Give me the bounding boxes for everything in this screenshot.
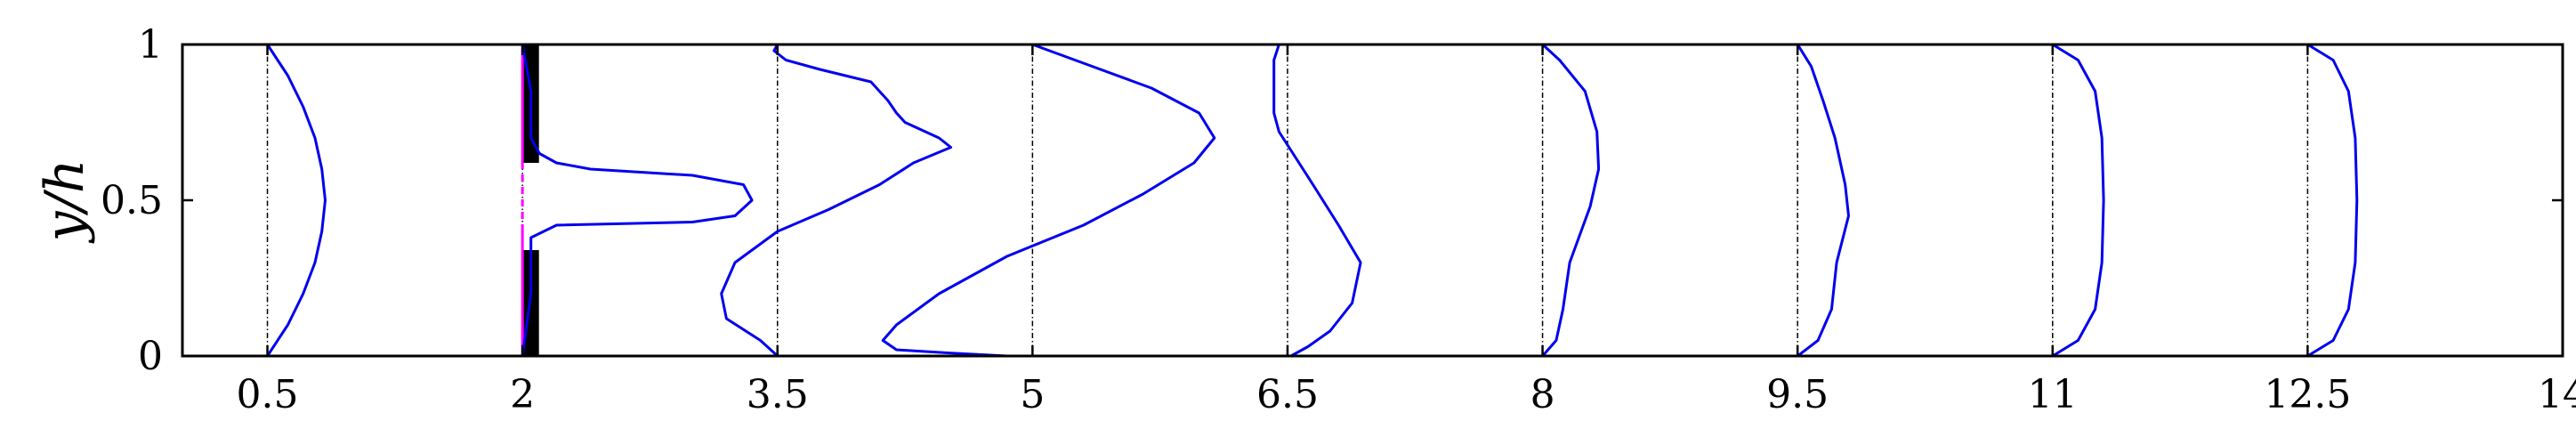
x-tick-label-8: 8 — [1530, 372, 1555, 417]
y-tick-label-0: 0 — [138, 334, 163, 379]
y-axis-label: y/h — [34, 159, 96, 245]
profile-9.5 — [1796, 44, 1850, 358]
y-tick-label-0.5: 0.5 — [101, 178, 163, 223]
x-tick-label-12.5: 12.5 — [2264, 372, 2351, 417]
profile-8 — [1541, 43, 1601, 357]
x-tick-label-5: 5 — [1020, 372, 1045, 417]
profile-11 — [2052, 43, 2105, 358]
y-tick-label-1: 1 — [138, 22, 163, 68]
x-tick-label-6.5: 6.5 — [1256, 372, 1319, 417]
tick-layer: 0.5 2 3.5 5 6.5 8 9.5 11 12.5 14 0 0.5 1 — [101, 22, 2576, 417]
profile-3.5 — [720, 44, 953, 358]
x-tick-label-14: 14 — [2538, 372, 2576, 417]
x-tick-label-2: 2 — [510, 372, 535, 417]
profile-6.5 — [1272, 44, 1362, 358]
x-tick-label-11: 11 — [2028, 372, 2078, 417]
profile-12.5 — [2306, 43, 2359, 358]
profile-0.5 — [266, 44, 327, 357]
x-tick-label-0.5: 0.5 — [237, 372, 299, 417]
profile-5 — [881, 43, 1216, 358]
baseline-layer — [266, 44, 2309, 356]
x-tick-label-9.5: 9.5 — [1766, 372, 1829, 417]
profile-layer — [266, 43, 2359, 358]
x-tick-label-3.5: 3.5 — [747, 372, 809, 417]
profile-2 — [521, 44, 754, 357]
plot-frame — [181, 43, 2564, 358]
